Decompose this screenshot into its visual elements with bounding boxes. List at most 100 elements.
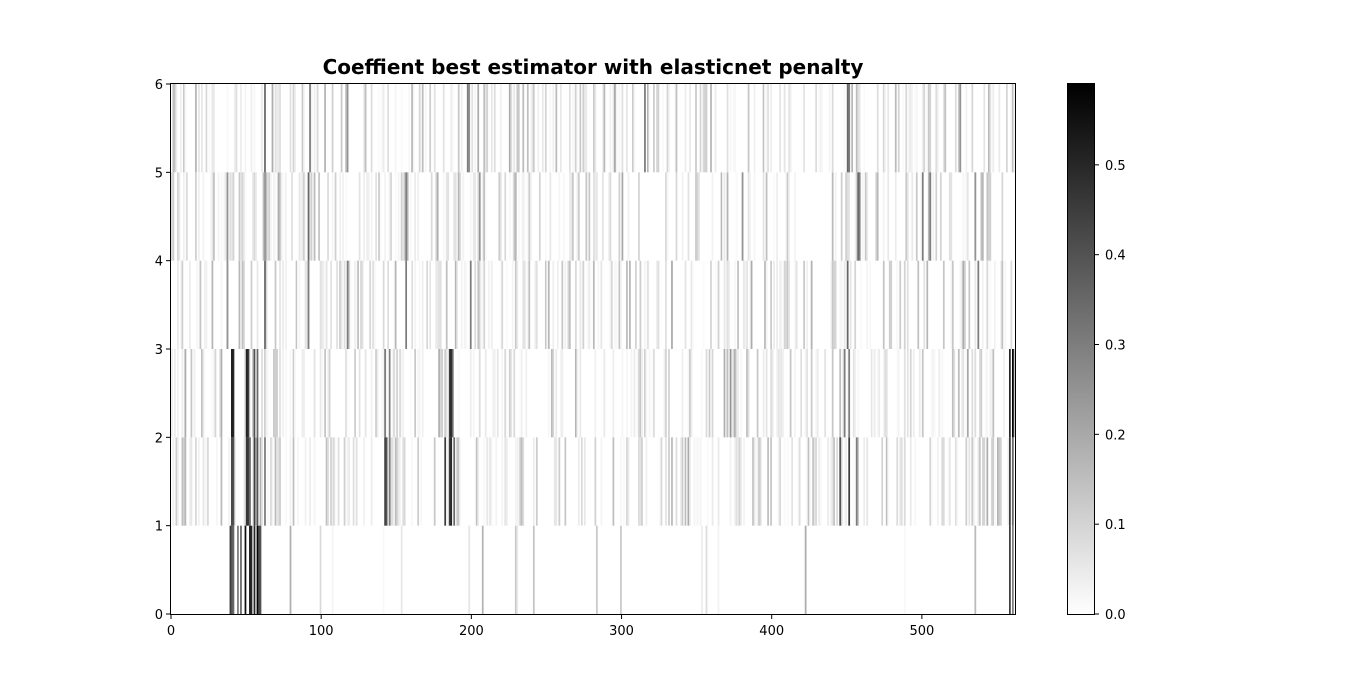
heatmap-cell bbox=[675, 84, 678, 173]
heatmap-cell bbox=[183, 172, 185, 261]
heatmap-cell bbox=[816, 349, 819, 438]
heatmap-cell bbox=[618, 172, 621, 261]
heatmap-cell bbox=[220, 349, 223, 438]
heatmap-cell bbox=[681, 437, 684, 526]
heatmap-cell bbox=[316, 84, 319, 173]
heatmap-cell bbox=[552, 84, 555, 173]
heatmap-cell bbox=[665, 437, 667, 526]
heatmap-cell bbox=[249, 349, 251, 438]
heatmap-cell bbox=[442, 172, 445, 261]
heatmap-cell bbox=[253, 84, 256, 173]
heatmap-cell bbox=[228, 437, 230, 526]
heatmap-cell bbox=[171, 349, 173, 438]
heatmap-cell bbox=[929, 172, 932, 261]
heatmap-cell bbox=[695, 84, 697, 173]
heatmap-cell bbox=[265, 349, 268, 438]
heatmap-cell bbox=[450, 349, 453, 438]
heatmap-cell bbox=[674, 84, 676, 173]
heatmap-cell bbox=[574, 260, 577, 349]
heatmap-cell bbox=[824, 349, 827, 438]
heatmap-cell bbox=[355, 260, 358, 349]
heatmap-cell bbox=[884, 349, 887, 438]
heatmap-cell bbox=[978, 349, 981, 438]
heatmap-cell bbox=[214, 349, 217, 438]
heatmap-cell bbox=[831, 172, 834, 261]
heatmap-cell bbox=[957, 349, 960, 438]
heatmap-cell bbox=[770, 349, 772, 438]
heatmap-cell bbox=[788, 260, 790, 349]
heatmap-cell bbox=[939, 172, 942, 261]
heatmap-cell bbox=[457, 349, 460, 438]
x-tick-label: 400 bbox=[759, 624, 784, 639]
heatmap-cell bbox=[660, 437, 663, 526]
heatmap-cell bbox=[271, 437, 274, 526]
heatmap-cell bbox=[618, 260, 621, 349]
heatmap-cell bbox=[593, 84, 595, 173]
heatmap-cell bbox=[384, 437, 387, 526]
heatmap-cell bbox=[241, 172, 244, 261]
heatmap-cell bbox=[394, 260, 397, 349]
heatmap-cell bbox=[576, 172, 579, 261]
heatmap-cell bbox=[526, 84, 529, 173]
heatmap-cell bbox=[843, 349, 846, 438]
heatmap-cell bbox=[930, 349, 933, 438]
heatmap-cell bbox=[594, 349, 597, 438]
heatmap-cell bbox=[800, 349, 802, 438]
heatmap-cell bbox=[627, 172, 630, 261]
heatmap-cell bbox=[405, 260, 408, 349]
heatmap-cell bbox=[876, 84, 879, 173]
heatmap-cell bbox=[794, 260, 796, 349]
heatmap-cell bbox=[277, 84, 280, 173]
heatmap-cell bbox=[516, 437, 519, 526]
heatmap-cell bbox=[229, 525, 232, 614]
heatmap-cell bbox=[815, 84, 818, 173]
heatmap-cell bbox=[821, 84, 824, 173]
heatmap-cell bbox=[843, 84, 846, 173]
heatmap-cell bbox=[809, 437, 812, 526]
heatmap-cell bbox=[345, 349, 347, 438]
heatmap-cell bbox=[693, 437, 696, 526]
heatmap-cell bbox=[253, 525, 256, 614]
heatmap-cell bbox=[529, 84, 532, 173]
heatmap-cell bbox=[689, 437, 691, 526]
heatmap-cell bbox=[807, 437, 810, 526]
heatmap-cell bbox=[189, 260, 191, 349]
heatmap-cell bbox=[559, 84, 562, 173]
heatmap-cell bbox=[208, 84, 211, 173]
heatmap-cell bbox=[831, 349, 834, 438]
heatmap-cell bbox=[750, 260, 753, 349]
heatmap-cell bbox=[780, 260, 783, 349]
heatmap-cell bbox=[514, 260, 517, 349]
y-tick-label: 5 bbox=[155, 166, 163, 181]
heatmap-cell bbox=[819, 437, 822, 526]
heatmap-cell bbox=[902, 84, 905, 173]
heatmap-cell bbox=[190, 437, 193, 526]
heatmap-cell bbox=[993, 437, 996, 526]
heatmap-cell bbox=[517, 437, 520, 526]
heatmap-cell bbox=[804, 525, 807, 614]
heatmap-cell bbox=[486, 84, 489, 173]
heatmap-cell bbox=[402, 349, 405, 438]
heatmap-cell bbox=[594, 172, 597, 261]
heatmap-cell bbox=[556, 260, 559, 349]
heatmap-cell bbox=[725, 349, 727, 438]
heatmap-cell bbox=[438, 349, 441, 438]
heatmap-cell bbox=[291, 172, 293, 261]
heatmap-cell bbox=[378, 172, 380, 261]
x-tick-label: 200 bbox=[459, 624, 484, 639]
heatmap-cell bbox=[261, 84, 263, 173]
heatmap-cell bbox=[363, 172, 365, 261]
heatmap-cell bbox=[325, 260, 328, 349]
heatmap-cell bbox=[881, 437, 884, 526]
heatmap-cell bbox=[897, 349, 900, 438]
heatmap-cell bbox=[981, 260, 984, 349]
heatmap-cell bbox=[387, 260, 390, 349]
heatmap-cell bbox=[267, 349, 269, 438]
heatmap-cell bbox=[403, 437, 406, 526]
heatmap-cell bbox=[897, 84, 900, 173]
heatmap-cell bbox=[912, 349, 915, 438]
heatmap-cell bbox=[942, 260, 945, 349]
heatmap-cell bbox=[639, 349, 642, 438]
heatmap-cell bbox=[232, 349, 235, 438]
